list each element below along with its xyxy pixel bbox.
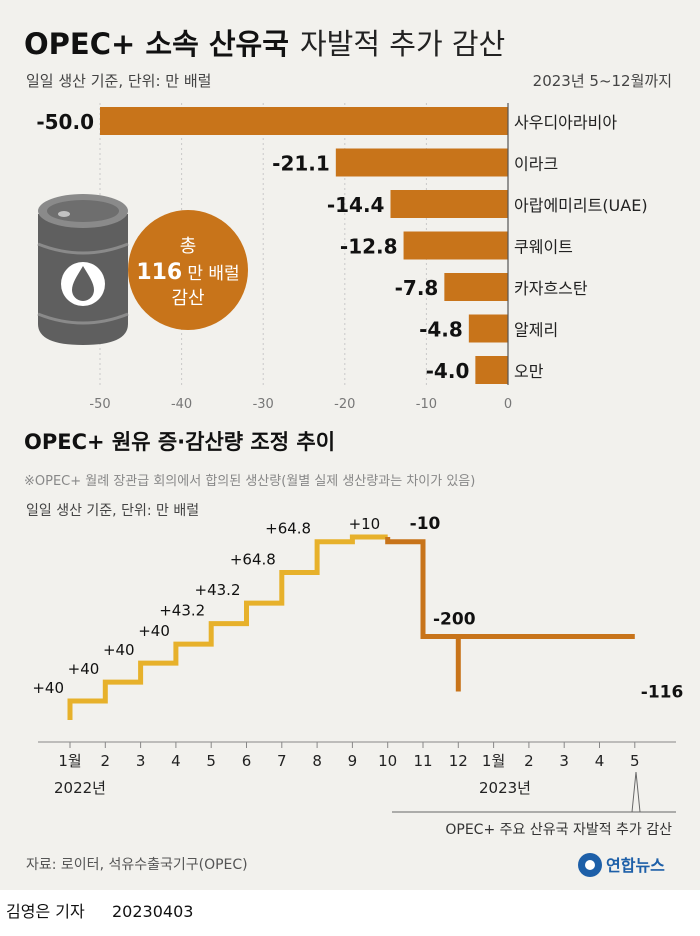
bar [444,273,508,301]
step-label: +10 [349,515,381,533]
total-badge-unit: 만 배럴 [187,264,239,284]
bar [100,107,508,135]
x-tick-label: -30 [253,397,274,412]
month-label: 6 [242,752,252,770]
yonhap-logo: 연합뉴스 [578,853,665,877]
month-label: 1월 [482,752,505,770]
chart1-title-bold: OPEC+ 소속 산유국 [24,27,289,61]
bar [335,148,508,177]
bar [390,190,508,218]
month-label: 11 [413,752,432,770]
month-label: 10 [378,752,397,770]
category-label: 아랍에미리트(UAE) [514,196,648,215]
step-label: +40 [32,679,64,697]
credit-date: 20230403 [112,902,193,921]
step-label: +40 [68,660,100,678]
month-label: 8 [312,752,322,770]
credit-name: 김영은 기자 [6,902,85,921]
x-tick-label: -20 [334,397,355,412]
x-tick-label: -40 [171,397,192,412]
oil-barrel-icon [37,194,129,345]
bar-value-label: -50.0 [36,110,94,134]
month-label: 2 [101,752,111,770]
credit-svg: 김영은 기자 20230403 [6,902,193,921]
source-text: 자료: 로이터, 석유수출국기구(OPEC) [26,857,248,873]
month-label: 3 [136,752,146,770]
bar-value-label: -21.1 [272,152,330,176]
month-label: 4 [171,752,181,770]
chart2-step-labels: +40+40+40+40+43.2+43.2+64.8+64.8 +10 -10-2… [32,514,683,703]
chart2-step-line [67,534,635,720]
month-label: 12 [449,752,468,770]
total-reduction-badge: 총 116 만 배럴 감산 [128,210,248,330]
month-label: 4 [595,752,605,770]
step-label: +64.8 [230,550,276,568]
chart2-subtitle: 일일 생산 기준, 단위: 만 배럴 [26,503,199,519]
step-label: +40 [103,641,135,659]
step-label: +43.2 [159,602,205,620]
month-label: 7 [277,752,287,770]
category-label: 쿠웨이트 [514,238,573,257]
step-label: -116 [641,683,684,703]
category-label: 알제리 [514,321,558,340]
year-label-2023: 2023년 [479,779,531,797]
annotation-bracket [392,771,676,813]
bar-value-label: -4.8 [419,318,463,342]
x-tick-label: 0 [504,397,512,412]
decrease-steps [385,537,635,692]
category-label: 이라크 [514,155,558,174]
chart1-tick-labels: -50 -40 -30 -20 -10 0 [89,397,512,412]
category-label: 사우디아라비아 [514,113,617,132]
step-label: +64.8 [265,520,311,538]
bar [468,314,508,343]
bar-value-label: -7.8 [395,276,439,300]
month-label: 2 [524,752,534,770]
chart1-title-light: 자발적 추가 감산 [300,27,505,61]
step-label: -10 [410,514,441,534]
month-label: 3 [559,752,569,770]
month-label: 5 [206,752,216,770]
chart1-bars: -50.0 사우디아라비아 -21.1 이라크 -14.4 아랍에미리트(UAE) -12.… [36,107,648,384]
credit-bar: 김영은 기자 20230403 [0,890,700,932]
category-label: 카자흐스탄 [514,279,588,298]
x-tick-label: -10 [416,397,437,412]
chart2-title: OPEC+ 원유 증·감산량 조정 추이 [24,430,335,454]
x-tick-label: -50 [89,397,110,412]
year-label-2022: 2022년 [54,779,106,797]
chart2-note: ※OPEC+ 월례 장관급 회의에서 합의된 생산량(월별 실제 생산량과는 차… [24,474,475,489]
infographic-card: OPEC+ 소속 산유국 자발적 추가 감산 일일 생산 기준, 단위: 만 배… [0,0,700,890]
total-badge-line3: 감산 [171,288,204,309]
total-badge-line1: 총 [180,236,197,257]
step-label: +43.2 [195,581,241,599]
bar-value-label: -12.8 [340,235,398,259]
bar [403,231,508,260]
step-label: -200 [433,610,476,630]
month-label: 1월 [58,752,81,770]
total-badge-number: 116 [136,260,182,285]
chart1-subtitle: 일일 생산 기준, 단위: 만 배럴 [26,72,211,90]
chart2-annotation: OPEC+ 주요 산유국 자발적 추가 감산 [445,822,672,838]
chart2-month-labels: 1월 2 3 4 5 6 7 8 9 10 11 12 1월 2 3 4 5 [58,742,640,770]
bar-value-label: -14.4 [327,193,385,217]
infographic-svg: OPEC+ 소속 산유국 자발적 추가 감산 일일 생산 기준, 단위: 만 배… [24,27,683,877]
brand-name: 연합뉴스 [606,856,665,875]
month-label: 5 [630,752,640,770]
step-label: +40 [138,622,170,640]
increase-steps [67,534,388,720]
category-label: 오만 [514,362,544,381]
bar-value-label: -4.0 [426,359,470,383]
yonhap-logo-icon [578,853,602,877]
month-label: 9 [348,752,358,770]
total-badge-value: 116 만 배럴 [136,260,239,285]
chart1-period: 2023년 5~12월까지 [533,72,672,90]
bar [475,356,508,384]
